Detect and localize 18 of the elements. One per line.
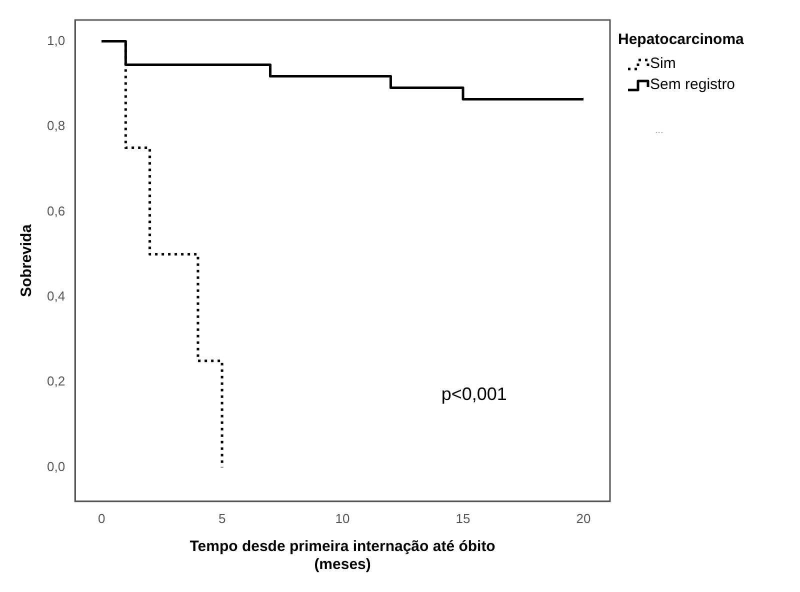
y-tick-label: 0,6 bbox=[46, 203, 66, 218]
x-axis-title: Tempo desde primeira internação até óbito (meses) bbox=[190, 538, 496, 574]
annotation: p<0,001 bbox=[441, 384, 507, 404]
legend-label: Sem registro bbox=[650, 76, 736, 94]
x-tick-label: 0 bbox=[98, 510, 106, 526]
x-tick-label: 20 bbox=[576, 510, 591, 526]
x-tick-label: 15 bbox=[456, 510, 470, 526]
x-tick-label: 10 bbox=[335, 510, 350, 526]
legend-label: Sim bbox=[650, 55, 676, 72]
y-tick-label: 0,4 bbox=[46, 288, 66, 304]
y-tick-label: 1,0 bbox=[46, 32, 66, 48]
y-tick-label: 0,0 bbox=[46, 458, 66, 474]
x-tick-label: 5 bbox=[218, 510, 226, 526]
y-tick-label: 0,2 bbox=[46, 374, 66, 389]
y-axis-title: Sobrevida bbox=[18, 224, 36, 297]
legend-title: Hepatocarcinoma bbox=[618, 31, 745, 48]
text: ... bbox=[655, 124, 664, 136]
y-tick-label: 0,8 bbox=[46, 118, 66, 134]
